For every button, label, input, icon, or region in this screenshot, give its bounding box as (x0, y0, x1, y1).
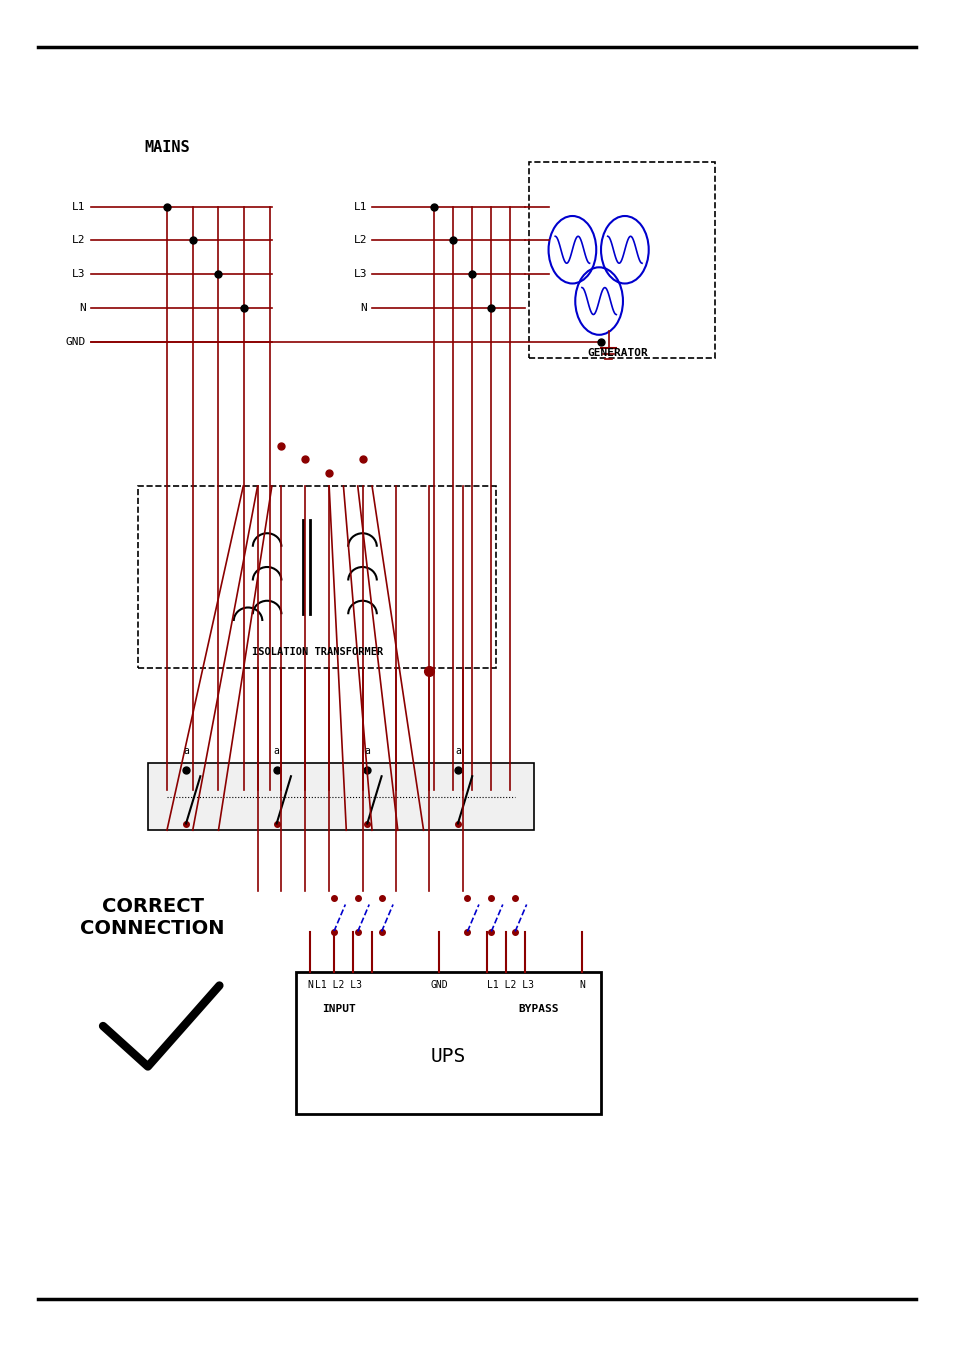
Text: L1: L1 (354, 201, 367, 212)
Text: GND: GND (430, 980, 447, 990)
Text: a: a (455, 747, 460, 756)
Text: L2: L2 (354, 235, 367, 246)
Text: a: a (364, 747, 370, 756)
Text: L1 L2 L3: L1 L2 L3 (314, 980, 362, 990)
Bar (295, 972, 600, 1114)
Text: ISOLATION TRANSFORMER: ISOLATION TRANSFORMER (252, 648, 382, 657)
Text: a: a (183, 747, 189, 756)
Text: a: a (274, 747, 279, 756)
Text: CORRECT
CONNECTION: CORRECT CONNECTION (80, 898, 225, 938)
Text: N: N (578, 980, 584, 990)
Text: L1: L1 (72, 201, 86, 212)
Text: N: N (79, 302, 86, 313)
Text: L3: L3 (354, 269, 367, 279)
Text: UPS: UPS (431, 1046, 465, 1066)
Bar (148, 763, 534, 830)
Text: GENERATOR: GENERATOR (587, 348, 648, 358)
Text: L3: L3 (72, 269, 86, 279)
Text: INPUT: INPUT (321, 1004, 355, 1014)
Text: GND: GND (66, 336, 86, 347)
Text: BYPASS: BYPASS (518, 1004, 558, 1014)
Text: L1 L2 L3: L1 L2 L3 (486, 980, 534, 990)
Text: L2: L2 (72, 235, 86, 246)
Text: N: N (307, 980, 313, 990)
Text: MAINS: MAINS (144, 140, 190, 155)
Text: N: N (360, 302, 367, 313)
